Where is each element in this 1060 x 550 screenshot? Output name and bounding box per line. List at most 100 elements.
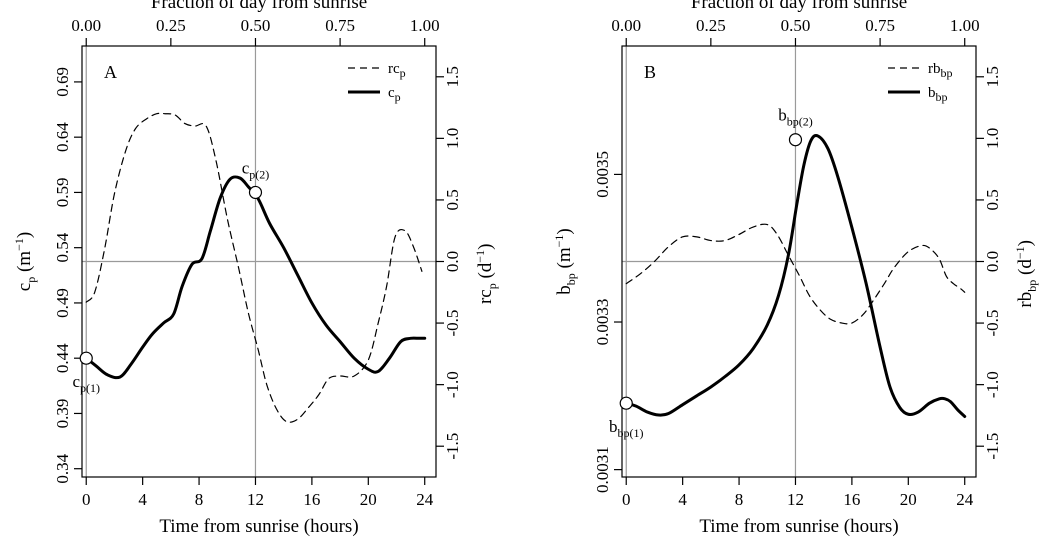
series-line-cp <box>84 175 427 380</box>
right-y-tick-label: 0.0 <box>983 251 1002 272</box>
top-x-tick-label: 0.75 <box>865 16 895 35</box>
top-x-tick-label: 0.00 <box>71 16 101 35</box>
x-tick-label: 16 <box>303 490 320 509</box>
x-tick-label: 20 <box>900 490 917 509</box>
right-y-tick-label: -1.0 <box>443 371 462 398</box>
label-end: ) <box>1015 240 1036 246</box>
marker-annotation: cp(1) <box>72 372 100 395</box>
x-tick-label: 24 <box>416 490 434 509</box>
right-y-tick-label: 1.5 <box>983 66 1002 87</box>
left-y-tick-label: 0.54 <box>53 232 72 262</box>
label-superscript: −1 <box>1013 246 1027 259</box>
left-y-tick-label: 0.59 <box>53 178 72 208</box>
right-y-tick-label: 1.0 <box>443 128 462 149</box>
top-x-tick-label: 0.75 <box>325 16 355 35</box>
legend-label: rbbp <box>928 61 953 80</box>
right-y-tick-label: -1.5 <box>983 433 1002 460</box>
label-subscript: p <box>24 277 38 283</box>
legend-base: rc <box>388 61 400 77</box>
legend-subscript: p <box>395 90 401 104</box>
legend-base: rb <box>928 61 941 77</box>
x-tick-label: 12 <box>787 490 804 509</box>
top-x-axis-label: Fraction of day from sunrise <box>691 0 907 13</box>
label-end: ) <box>475 244 496 250</box>
x-axis-label: Time from sunrise (hours) <box>699 516 898 537</box>
top-x-tick-label: 0.25 <box>156 16 186 35</box>
label-superscript: −1 <box>12 238 26 251</box>
right-y-tick-label: 0.5 <box>443 189 462 210</box>
point-marker <box>788 133 803 147</box>
label-superscript: −1 <box>473 250 487 263</box>
label-base: rc <box>475 289 496 304</box>
annotation-subscript: bp(1) <box>617 426 643 440</box>
top-x-axis-label: Fraction of day from sunrise <box>151 0 367 13</box>
x-tick-label: 8 <box>195 490 204 509</box>
top-x-tick-label: 0.00 <box>611 16 641 35</box>
marker-annotation: bbp(1) <box>609 417 644 440</box>
left-y-tick-label: 0.69 <box>53 67 72 97</box>
x-tick-label: 20 <box>360 490 377 509</box>
label-end: ) <box>14 232 35 238</box>
legend-label: cp <box>388 85 401 104</box>
right-y-tick-label: -0.5 <box>983 310 1002 337</box>
legend-base: b <box>928 85 936 101</box>
label-end: ) <box>554 228 575 234</box>
label-units: (m <box>14 251 35 277</box>
annotation-base: b <box>778 106 787 125</box>
left-y-axis-label: bbp (m−1) <box>552 228 578 294</box>
right-y-tick-label: 1.0 <box>983 128 1002 149</box>
legend-subscript: p <box>400 66 406 80</box>
point-marker <box>248 185 263 200</box>
left-y-tick-label: 0.39 <box>53 399 72 429</box>
annotation-subscript: p(1) <box>80 381 100 395</box>
right-y-tick-label: 0.0 <box>443 251 462 272</box>
label-subscript: p <box>485 283 499 289</box>
right-y-axis-label: rcp (d−1) <box>473 244 499 304</box>
label-units: (d <box>475 262 496 283</box>
series-line-rcp <box>85 112 423 423</box>
top-x-tick-label: 1.00 <box>950 16 980 35</box>
left-y-tick-label: 0.0031 <box>593 446 612 493</box>
panel-letter: A <box>104 62 117 82</box>
x-tick-label: 4 <box>138 490 147 509</box>
series-line-rbbp <box>625 223 966 325</box>
top-x-tick-label: 0.50 <box>781 16 811 35</box>
left-y-tick-label: 0.64 <box>53 122 72 152</box>
left-y-tick-label: 0.44 <box>53 343 72 373</box>
left-y-tick-label: 0.0035 <box>593 151 612 198</box>
legend-label: rcp <box>388 61 406 80</box>
top-x-tick-label: 1.00 <box>410 16 440 35</box>
annotation-base: c <box>72 372 80 391</box>
marker-annotation: cp(2) <box>242 158 270 181</box>
right-y-tick-label: 0.5 <box>983 189 1002 210</box>
top-x-tick-label: 0.25 <box>696 16 726 35</box>
right-y-tick-label: -1.5 <box>443 433 462 460</box>
left-y-tick-label: 0.34 <box>53 453 72 483</box>
x-tick-label: 8 <box>735 490 744 509</box>
left-y-tick-label: 0.0033 <box>593 299 612 346</box>
label-subscript: bp <box>1025 280 1039 292</box>
annotation-subscript: bp(2) <box>787 115 813 129</box>
right-y-axis-label: rbbp (d−1) <box>1013 240 1039 308</box>
label-base: c <box>14 283 35 291</box>
point-marker <box>79 351 93 365</box>
point-marker <box>619 396 633 410</box>
top-x-tick-label: 0.50 <box>241 16 271 35</box>
left-y-axis-label: cp (m−1) <box>12 232 38 291</box>
legend-label: bbp <box>928 85 948 104</box>
x-tick-label: 4 <box>678 490 687 509</box>
legend-base: c <box>388 85 395 101</box>
label-units: (m <box>554 247 575 273</box>
x-tick-label: 24 <box>956 490 974 509</box>
legend-subscript: bp <box>941 66 953 80</box>
label-base: b <box>554 285 575 295</box>
x-tick-label: 0 <box>622 490 631 509</box>
right-y-tick-label: -1.0 <box>983 371 1002 398</box>
annotation-base: c <box>242 158 250 177</box>
label-units: (d <box>1015 259 1036 280</box>
series-line-bbp <box>624 133 967 418</box>
annotation-subscript: p(2) <box>249 167 269 181</box>
